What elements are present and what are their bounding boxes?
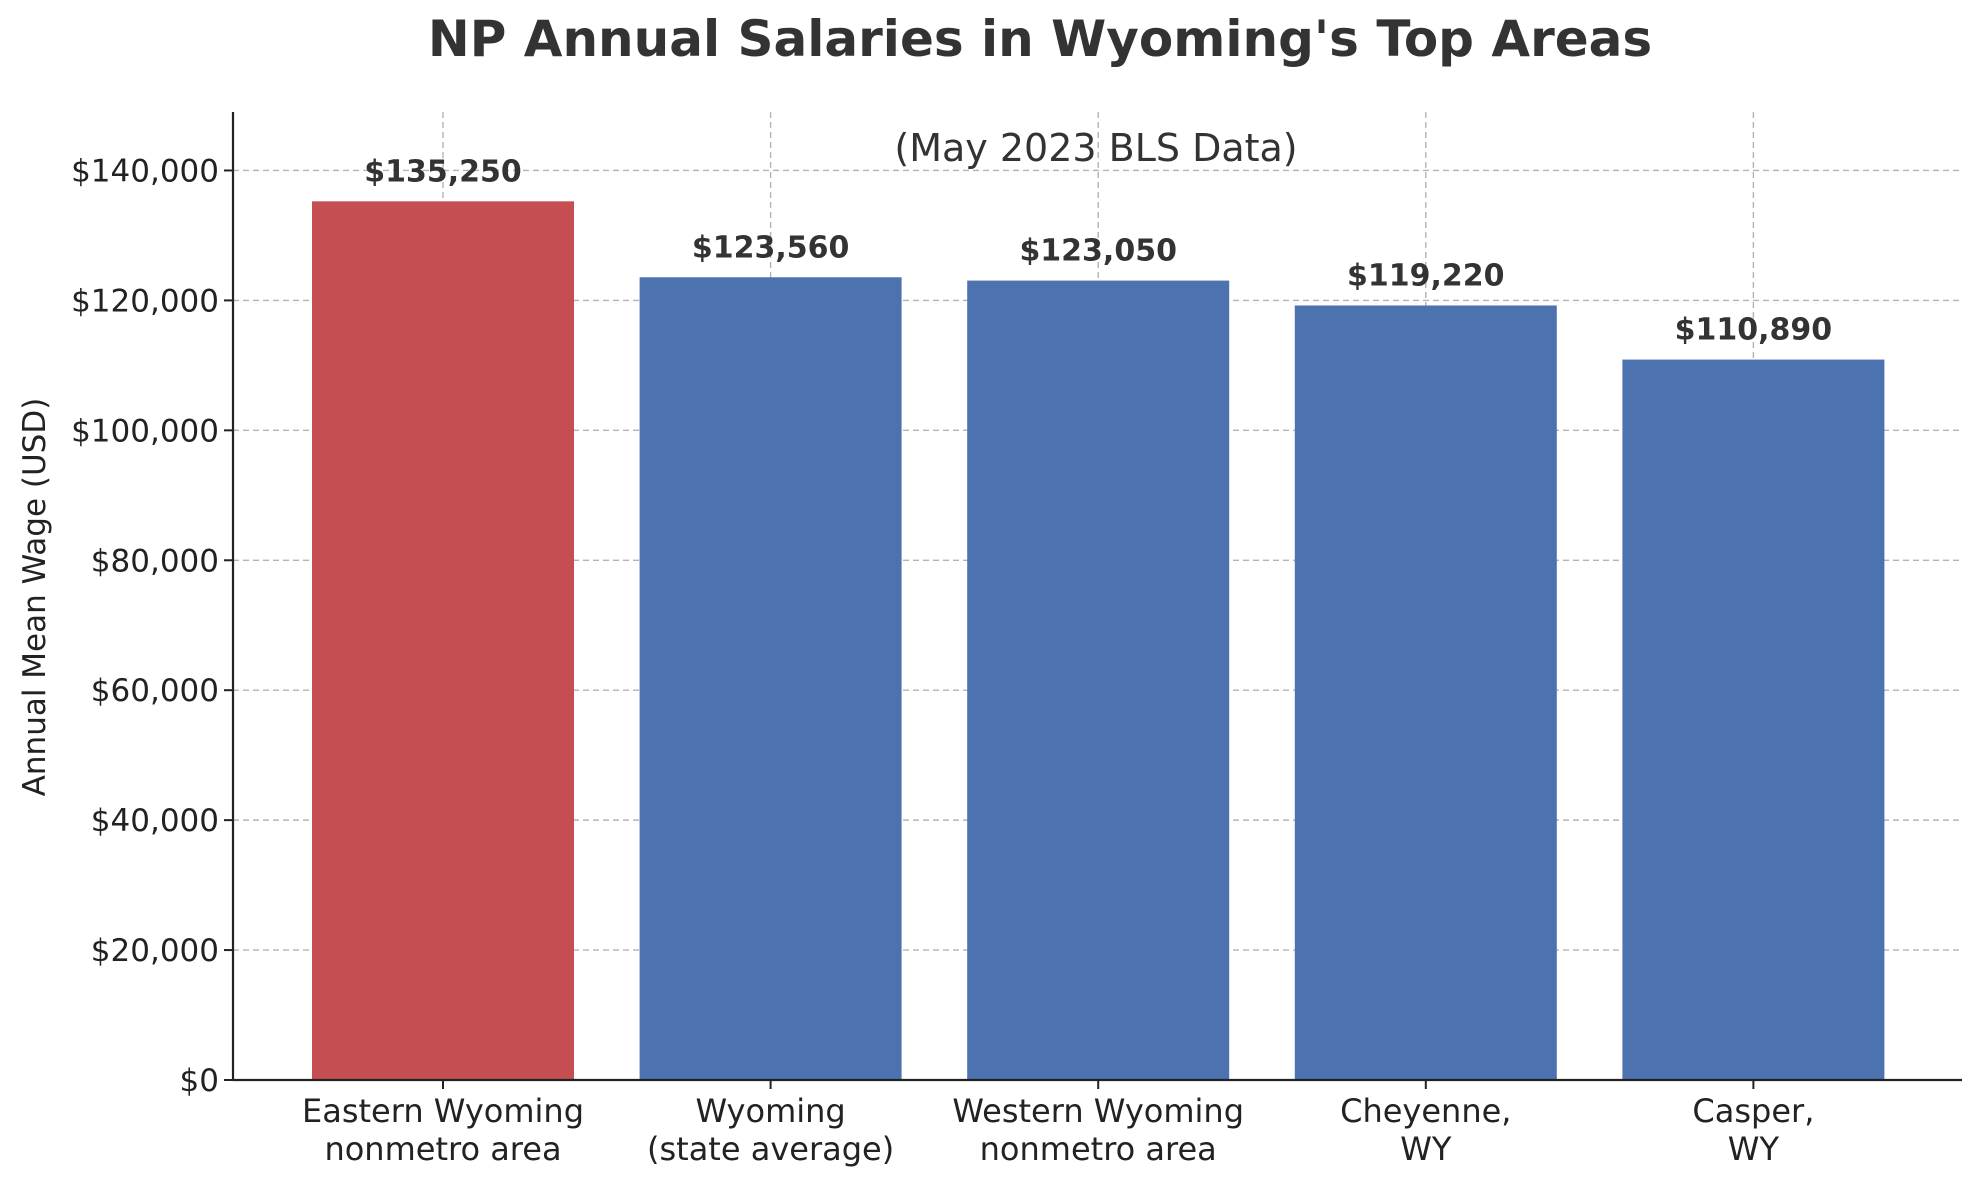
x-tick-label-line: WY [1400,1130,1452,1168]
bar-value-label: $135,250 [364,154,522,189]
x-tick-label-line: Western Wyoming [952,1092,1244,1130]
x-tick-label: Eastern Wyoming nonmetro area [302,1092,584,1168]
x-tick-label-line: Cheyenne, [1340,1092,1511,1130]
y-tick-label: $100,000 [71,413,219,449]
y-tick-label: $20,000 [91,933,219,969]
chart-title: NP Annual Salaries in Wyoming's Top Area… [428,10,1652,68]
axes: $0 $20,000 $40,000 $60,000 $80,000 $100,000 $1… [71,112,1962,1168]
bar [639,277,902,1080]
y-tick-label: $60,000 [91,673,219,709]
x-tick-label-line: WY [1728,1130,1780,1168]
bar-value-label: $110,890 [1675,313,1833,348]
bar [1622,359,1885,1080]
y-tick-label: $80,000 [91,543,219,579]
y-tick-label: $140,000 [71,153,219,189]
data-labels: $135,250 $123,560 $123,050 $119,220 $110,890 [364,154,1832,347]
bar [1294,305,1557,1080]
x-tick-label-line: Eastern Wyoming [302,1092,584,1130]
x-tick-label: Wyoming (state average) [647,1092,894,1168]
bar-value-label: $123,560 [692,230,850,265]
x-tick-label-line: (state average) [647,1130,894,1168]
y-tick-label: $40,000 [91,803,219,839]
x-tick-label-line: Wyoming [695,1092,845,1130]
x-tick-label: Casper, WY [1692,1092,1814,1168]
y-axis-label: Annual Mean Wage (USD) [17,398,53,797]
bar-value-label: $119,220 [1347,258,1505,293]
x-tick-label-line: nonmetro area [324,1130,561,1168]
bar [967,280,1230,1081]
bar-value-label: $123,050 [1019,234,1177,269]
y-tick-label: $0 [180,1063,219,1099]
x-tick-label: Western Wyoming nonmetro area [952,1092,1244,1168]
bars [312,201,1885,1081]
x-tick-label: Cheyenne, WY [1340,1092,1511,1168]
x-tick-label-line: Casper, [1692,1092,1814,1130]
chart-subtitle: (May 2023 BLS Data) [894,126,1297,170]
x-tick-label-line: nonmetro area [980,1130,1217,1168]
y-tick-label: $120,000 [71,283,219,319]
bar [312,201,574,1080]
